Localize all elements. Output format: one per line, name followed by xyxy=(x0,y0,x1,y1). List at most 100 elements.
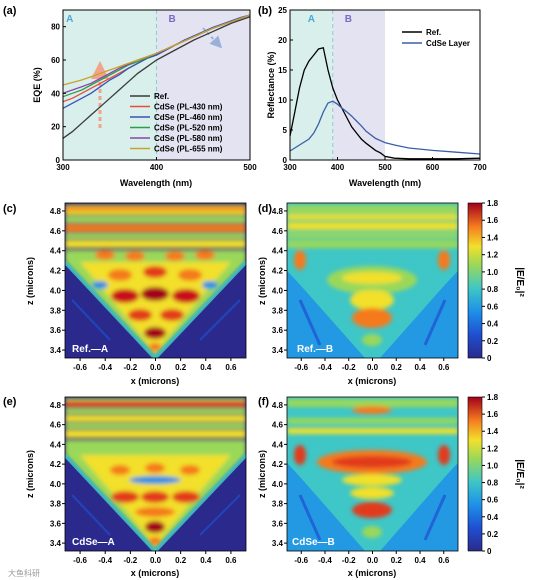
f-xtick-label-1: -0.4 xyxy=(318,556,332,565)
b-xtick-label-0: 300 xyxy=(283,163,297,172)
panel-e-field xyxy=(65,397,246,551)
e-ytick-label-2: 3.8 xyxy=(50,500,62,509)
b-series-line-0 xyxy=(289,47,481,160)
panel-letter-e: (e) xyxy=(3,396,17,408)
d-ytick-label-3: 4.0 xyxy=(272,286,284,295)
panel-c-xlabel: x (microns) xyxy=(131,376,180,386)
colorbar-2-tick-label-8: 1.6 xyxy=(487,410,499,419)
panel-b: A B 300 400 500 600 700 0 5 10 15 20 25 Wavelength… xyxy=(266,6,487,188)
a-series-line-2 xyxy=(62,14,251,109)
panel-c-label: Ref.—A xyxy=(72,344,108,355)
a-xtick-label-2: 500 xyxy=(243,163,257,172)
colorbar-1-tick-label-8: 1.6 xyxy=(487,216,499,225)
panel-c-field xyxy=(65,203,246,358)
panel-b-legend: Ref. CdSe Layer xyxy=(402,28,470,48)
panel-a-xlabel: Wavelength (nm) xyxy=(120,178,192,188)
c-xtick-label-1: -0.4 xyxy=(98,363,112,372)
panel-a-region-label-b: B xyxy=(169,14,176,25)
panel-f-field xyxy=(287,397,458,551)
a-xtick-label-1: 400 xyxy=(150,163,164,172)
b-ytick-label-2: 10 xyxy=(278,96,287,105)
panel-d-ticks: -0.6 -0.4 -0.2 0.0 0.2 0.4 0.6 3.4 3.6 3.8 4.0 4.2 4… xyxy=(272,207,450,372)
c-ytick-label-1: 3.6 xyxy=(50,326,62,335)
c-ytick-label-4: 4.2 xyxy=(50,267,62,276)
e-ytick-label-5: 4.4 xyxy=(50,440,62,449)
a-legend-label-2: CdSe (PL-460 nm) xyxy=(154,113,223,122)
panel-b-region-label-b: B xyxy=(345,14,352,25)
panel-d: Ref.—B -0.6 -0.4 -0.2 0.0 0.2 0.4 0.6 3.4 3.6 3.8… xyxy=(257,199,525,386)
d-xtick-label-1: -0.4 xyxy=(318,363,332,372)
e-ytick-label-3: 4.0 xyxy=(50,480,62,489)
e-xtick-label-0: -0.6 xyxy=(73,556,87,565)
watermark: 大鱼科研 xyxy=(8,568,40,578)
b-legend-label-1: CdSe Layer xyxy=(426,39,470,48)
colorbar-1-tick-label-3: 0.6 xyxy=(487,302,499,311)
colorbar-1-tick-label-7: 1.4 xyxy=(487,233,499,242)
panel-letter-d: (d) xyxy=(258,203,272,215)
d-xtick-label-0: -0.6 xyxy=(294,363,308,372)
a-legend-label-0: Ref. xyxy=(154,92,169,101)
d-ytick-label-0: 3.4 xyxy=(272,346,284,355)
panel-a-series-group xyxy=(62,14,251,139)
a-legend-label-4: CdSe (PL-580 nm) xyxy=(154,134,223,143)
a-series-line-5 xyxy=(62,14,251,86)
f-ytick-label-7: 4.8 xyxy=(272,401,284,410)
colorbar-1-gradient xyxy=(467,202,483,359)
colorbar-2-tick-label-7: 1.4 xyxy=(487,427,499,436)
f-xtick-label-6: 0.6 xyxy=(438,556,450,565)
b-xtick-label-4: 700 xyxy=(473,163,487,172)
e-ytick-label-7: 4.8 xyxy=(50,401,62,410)
b-xtick-label-3: 600 xyxy=(426,163,440,172)
colorbar-1-tick-label-6: 1.2 xyxy=(487,251,499,260)
colorbar-2-tick-label-5: 1.0 xyxy=(487,461,499,470)
panel-c-ylabel: z (microns) xyxy=(25,257,35,305)
colorbar-1-tick-label-1: 0.2 xyxy=(487,337,499,346)
d-ytick-label-5: 4.4 xyxy=(272,247,284,256)
b-ytick-label-1: 5 xyxy=(283,126,288,135)
panel-f-ylabel: z (microns) xyxy=(257,450,267,498)
panel-letter-c: (c) xyxy=(3,203,17,215)
panel-e-ticks: -0.6 -0.4 -0.2 0.0 0.2 0.4 0.6 3.4 3.6 3.8 4.0 4.2 4… xyxy=(50,401,237,565)
a-legend-label-5: CdSe (PL-655 nm) xyxy=(154,145,223,154)
d-xtick-label-3: 0.0 xyxy=(367,363,379,372)
e-ytick-label-0: 3.4 xyxy=(50,539,62,548)
panel-d-field xyxy=(287,203,458,358)
panel-b-region-b xyxy=(332,10,385,160)
panel-d-xlabel: x (microns) xyxy=(348,376,397,386)
panel-b-ticks: 300 400 500 600 700 0 5 10 15 20 25 xyxy=(278,6,487,172)
a-ytick-label-1: 20 xyxy=(51,123,60,132)
panel-letter-b: (b) xyxy=(258,5,272,17)
panel-b-region-a xyxy=(290,10,333,160)
c-xtick-label-4: 0.2 xyxy=(175,363,187,372)
panel-f: CdSe—B -0.6 -0.4 -0.2 0.0 0.2 0.4 0.6 3.4 3.6 3.8… xyxy=(257,393,525,578)
f-xtick-label-5: 0.4 xyxy=(414,556,426,565)
c-xtick-label-3: 0.0 xyxy=(150,363,162,372)
panel-letters: (a) (b) (c) (d) (e) (f) xyxy=(3,5,272,408)
colorbar-1-tick-label-4: 0.8 xyxy=(487,285,499,294)
d-ytick-label-7: 4.8 xyxy=(272,207,284,216)
panel-a-down-arrow xyxy=(202,27,223,49)
d-xtick-label-2: -0.2 xyxy=(342,363,356,372)
b-ytick-label-4: 20 xyxy=(278,36,287,45)
d-ytick-label-4: 4.2 xyxy=(272,267,284,276)
panel-b-ylabel: Reflectance (%) xyxy=(266,51,276,118)
b-ytick-label-0: 0 xyxy=(283,156,288,165)
d-xtick-label-6: 0.6 xyxy=(438,363,450,372)
f-ytick-label-1: 3.6 xyxy=(272,519,284,528)
b-ytick-label-5: 25 xyxy=(278,6,287,15)
e-ytick-label-6: 4.6 xyxy=(50,421,62,430)
c-ytick-label-7: 4.8 xyxy=(50,207,62,216)
c-xtick-label-0: -0.6 xyxy=(73,363,87,372)
a-ytick-label-4: 80 xyxy=(51,23,60,32)
b-legend-label-0: Ref. xyxy=(426,28,441,37)
b-ytick-label-3: 15 xyxy=(278,66,287,75)
f-ytick-label-6: 4.6 xyxy=(272,421,284,430)
colorbar-1-tick-label-5: 1.0 xyxy=(487,268,499,277)
a-ytick-label-0: 0 xyxy=(56,156,61,165)
colorbar-1-tick-label-0: 0 xyxy=(487,354,492,363)
panel-letter-f: (f) xyxy=(258,396,269,408)
b-series-line-1 xyxy=(289,100,481,155)
f-xtick-label-2: -0.2 xyxy=(342,556,356,565)
colorbar-2-tick-label-9: 1.8 xyxy=(487,393,499,402)
